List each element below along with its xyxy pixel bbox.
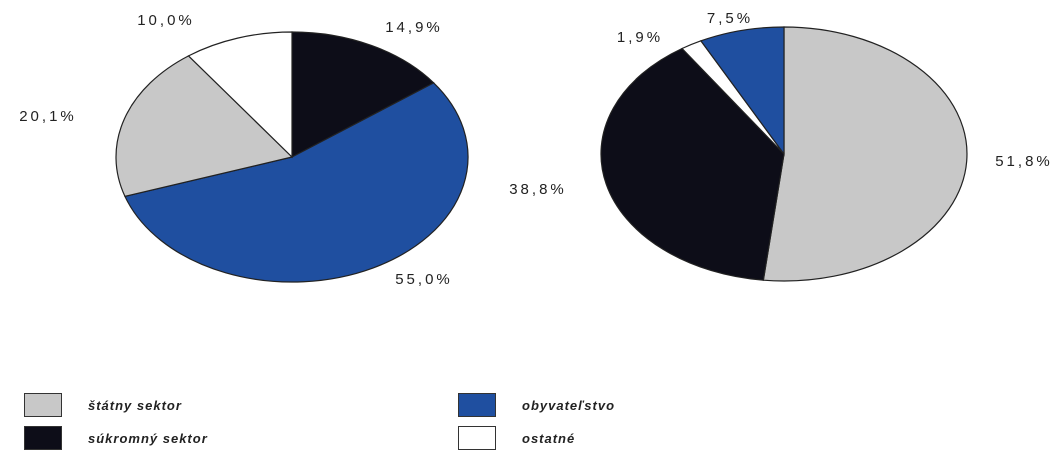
legend-item-obyvatelstvo: obyvateľstvo	[458, 393, 615, 417]
legend-swatch-obyvatelstvo	[458, 393, 496, 417]
pie0-label-statny: 20,1%	[19, 108, 77, 125]
pie1-slice-statny	[762, 26, 968, 282]
legend-item-sukromny-sektor: súkromný sektor	[24, 426, 208, 450]
legend-item-ostatne: ostatné	[458, 426, 575, 450]
pie0-label-obyvatelstvo: 55,0%	[395, 271, 453, 288]
legend-label-statny-sektor: štátny sektor	[88, 397, 182, 413]
pie-chart-left: 14,9% 55,0% 20,1% 10,0%	[19, 12, 469, 288]
legend-label-obyvatelstvo: obyvateľstvo	[522, 397, 616, 413]
pie-chart-right: 51,8% 38,8% 1,9% 7,5%	[509, 10, 1053, 282]
pie1-label-obyvatelstvo: 7,5%	[707, 10, 753, 27]
pie0-slice-ostatne	[187, 31, 293, 159]
pie1-label-ostatne: 1,9%	[617, 29, 663, 46]
pie1-label-sukromny: 38,8%	[509, 181, 567, 198]
legend-swatch-sukromny-sektor	[24, 426, 62, 450]
pie1-label-statny: 51,8%	[995, 153, 1053, 170]
pie0-slice-obyvatelstvo	[124, 82, 469, 283]
legend-label-ostatne: ostatné	[522, 430, 576, 446]
legend-swatch-ostatne	[458, 426, 496, 450]
pie1-slice-obyvatelstvo	[699, 26, 785, 156]
pie0-label-sukromny: 14,9%	[385, 19, 443, 36]
legend-label-sukromny-sektor: súkromný sektor	[88, 430, 208, 446]
pie0-label-ostatne: 10,0%	[137, 12, 195, 29]
legend-item-statny-sektor: štátny sektor	[24, 393, 182, 417]
pie1-slice-sukromny	[600, 47, 785, 281]
pie0-slice-sukromny	[291, 31, 435, 158]
legend-swatch-statny-sektor	[24, 393, 62, 417]
pie0-slice-statny	[115, 55, 294, 198]
